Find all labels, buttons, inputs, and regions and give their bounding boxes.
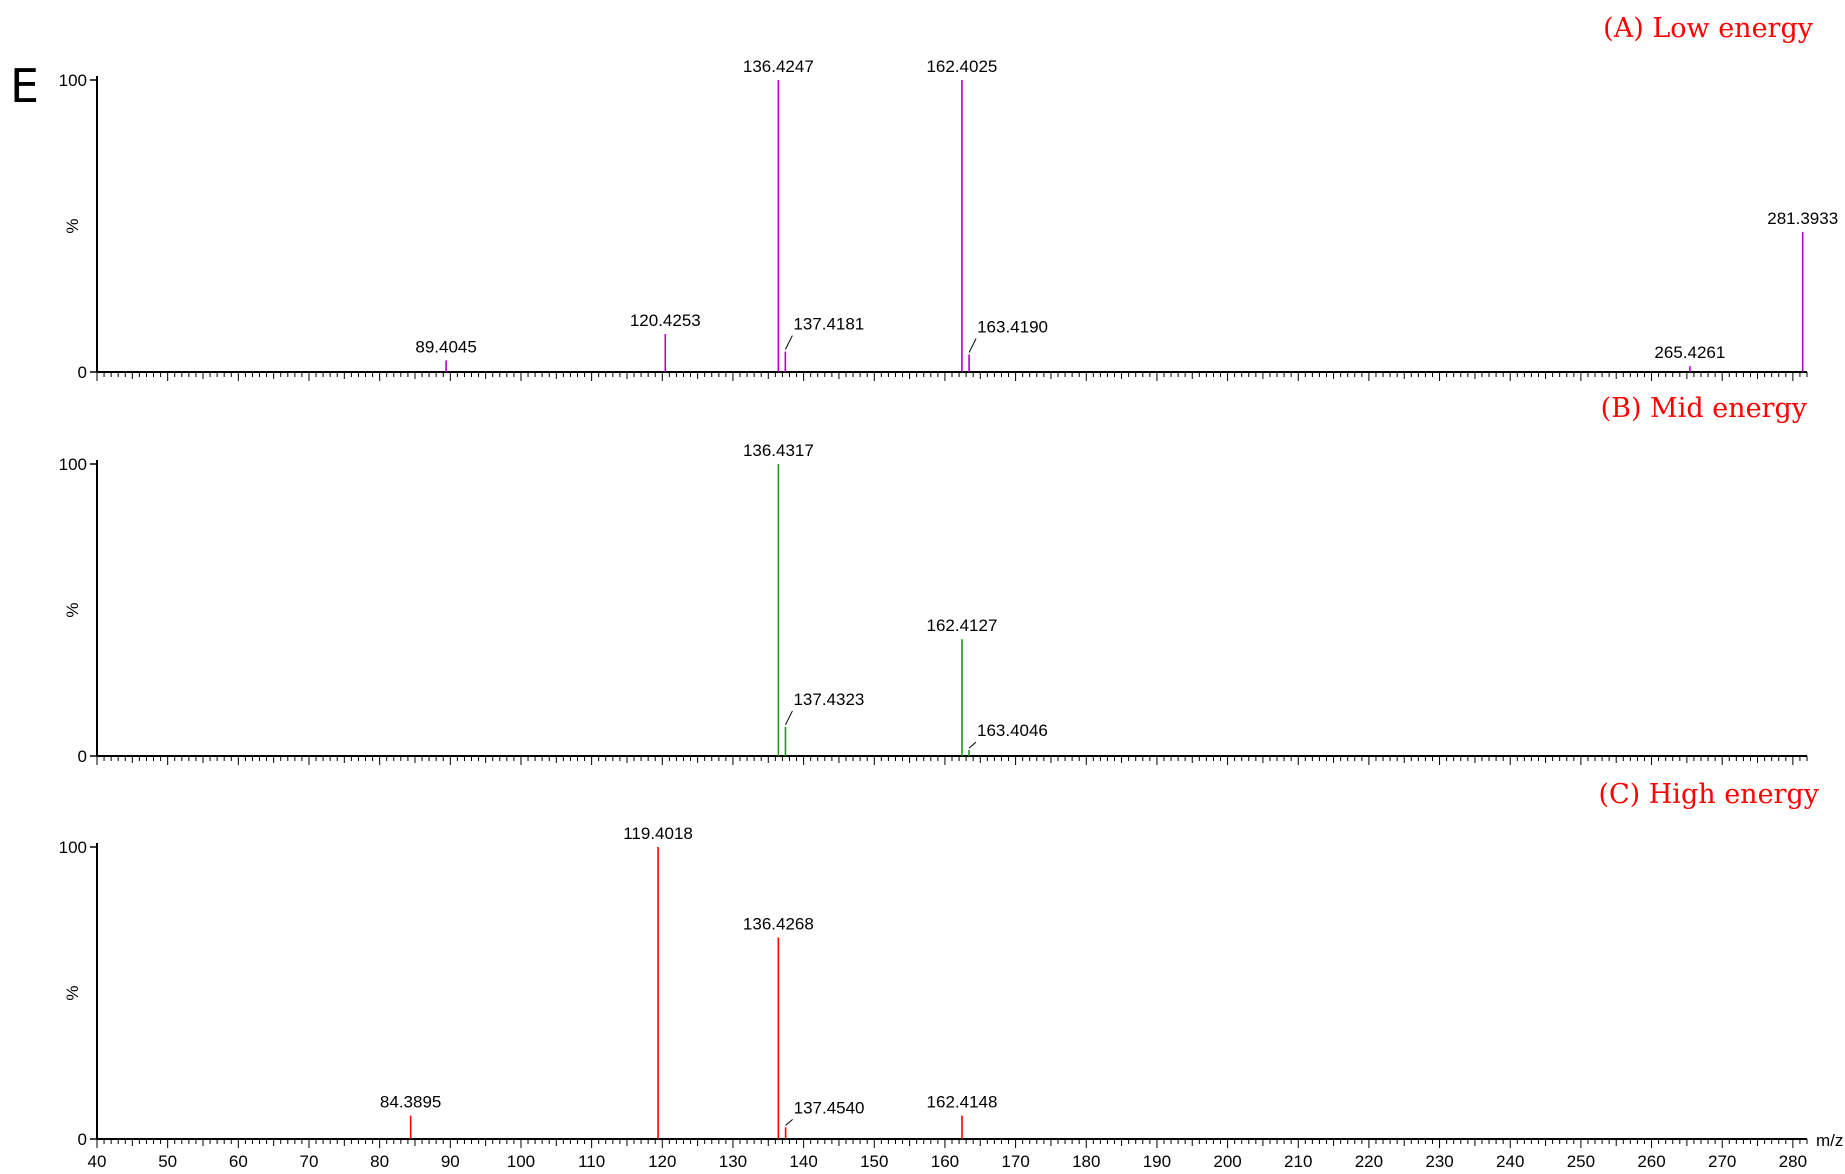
panel-a-peak-label: 89.4045 — [415, 337, 476, 356]
panel-c-y-tick-label: 100 — [59, 838, 87, 857]
panel-c-x-tick-label: 220 — [1355, 1152, 1383, 1171]
panel-c-x-tick-label: 80 — [370, 1152, 389, 1171]
panel-b-peak-label: 137.4323 — [793, 690, 864, 709]
panel-c-x-tick-label: 90 — [441, 1152, 460, 1171]
panel-a-peak-label: 136.4247 — [743, 57, 814, 76]
panel-a-peak-label: 265.4261 — [1654, 343, 1725, 362]
panel-a-peak-label: 162.4025 — [926, 57, 997, 76]
panel-c-peak-label: 162.4148 — [927, 1093, 998, 1112]
panel-a-peak-label: 120.4253 — [630, 311, 701, 330]
panel-c-x-tick-label: 150 — [860, 1152, 888, 1171]
panel-b-peak-leader — [968, 741, 977, 749]
panel-c-y-tick-label: 0 — [78, 1130, 87, 1149]
panel-c-x-tick-label: 60 — [229, 1152, 248, 1171]
panel-c-x-axis-label: m/z — [1816, 1131, 1843, 1150]
panel-c-x-tick-label: 270 — [1708, 1152, 1736, 1171]
figure-label: E — [10, 59, 39, 113]
panel-c-x-tick-label: 140 — [789, 1152, 817, 1171]
panel-a-y-tick-label: 100 — [59, 71, 87, 90]
panel-b-peak-label: 136.4317 — [743, 441, 814, 460]
panel-c-x-tick-label: 50 — [158, 1152, 177, 1171]
panel-c-x-tick-label: 100 — [507, 1152, 535, 1171]
panel-c-x-tick-label: 120 — [648, 1152, 676, 1171]
panel-c-x-tick-label: 160 — [931, 1152, 959, 1171]
panel-c-peak-leader — [785, 1118, 793, 1126]
panel-c-peak-label: 119.4018 — [623, 824, 693, 843]
panel-c-peak-label: 84.3895 — [380, 1093, 441, 1112]
panel-c-peak-label: 136.4268 — [743, 915, 814, 934]
panel-c-y-axis-label: % — [63, 985, 82, 1000]
panel-a-peak-label: 137.4181 — [793, 315, 864, 334]
panel-b-y-tick-label: 100 — [59, 455, 87, 474]
panel-c-x-tick-label: 190 — [1143, 1152, 1171, 1171]
panel-a-peak-label: 281.3933 — [1767, 209, 1838, 228]
panel-b-y-axis-label: % — [63, 602, 82, 617]
panel-b-peak-leader — [785, 710, 793, 726]
panel-c-peak-label: 137.4540 — [794, 1098, 865, 1117]
panel-c-x-tick-label: 130 — [719, 1152, 747, 1171]
panel-c-x-tick-label: 240 — [1496, 1152, 1524, 1171]
panel-c-x-tick-label: 260 — [1637, 1152, 1665, 1171]
panel-a-peak-leader — [784, 335, 793, 350]
panel-a-y-tick-label: 0 — [78, 363, 87, 382]
panel-c-x-tick-label: 280 — [1779, 1152, 1807, 1171]
panel-c-x-tick-label: 200 — [1213, 1152, 1241, 1171]
panel-b-peak-label: 163.4046 — [977, 721, 1048, 740]
panel-c-x-tick-label: 180 — [1072, 1152, 1100, 1171]
panel-c-title: (C) High energy — [1598, 779, 1819, 810]
panel-c-x-tick-label: 210 — [1284, 1152, 1312, 1171]
panel-c-x-tick-label: 110 — [578, 1152, 605, 1171]
panel-a-y-axis-label: % — [63, 218, 82, 233]
panel-c-x-tick-label: 230 — [1425, 1152, 1453, 1171]
panel-a-peak-label: 163.4190 — [977, 317, 1048, 336]
panel-c-x-tick-label: 40 — [88, 1152, 107, 1171]
panel-c-x-tick-label: 170 — [1001, 1152, 1029, 1171]
panel-b-title: (B) Mid energy — [1601, 393, 1808, 424]
panel-a-title: (A) Low energy — [1603, 13, 1814, 44]
panel-b-y-tick-label: 0 — [78, 747, 87, 766]
panel-c-x-tick-label: 250 — [1567, 1152, 1595, 1171]
panel-b-peak-label: 162.4127 — [927, 616, 998, 635]
panel-c-x-tick-label: 70 — [300, 1152, 319, 1171]
panel-a-peak-leader — [968, 338, 977, 353]
